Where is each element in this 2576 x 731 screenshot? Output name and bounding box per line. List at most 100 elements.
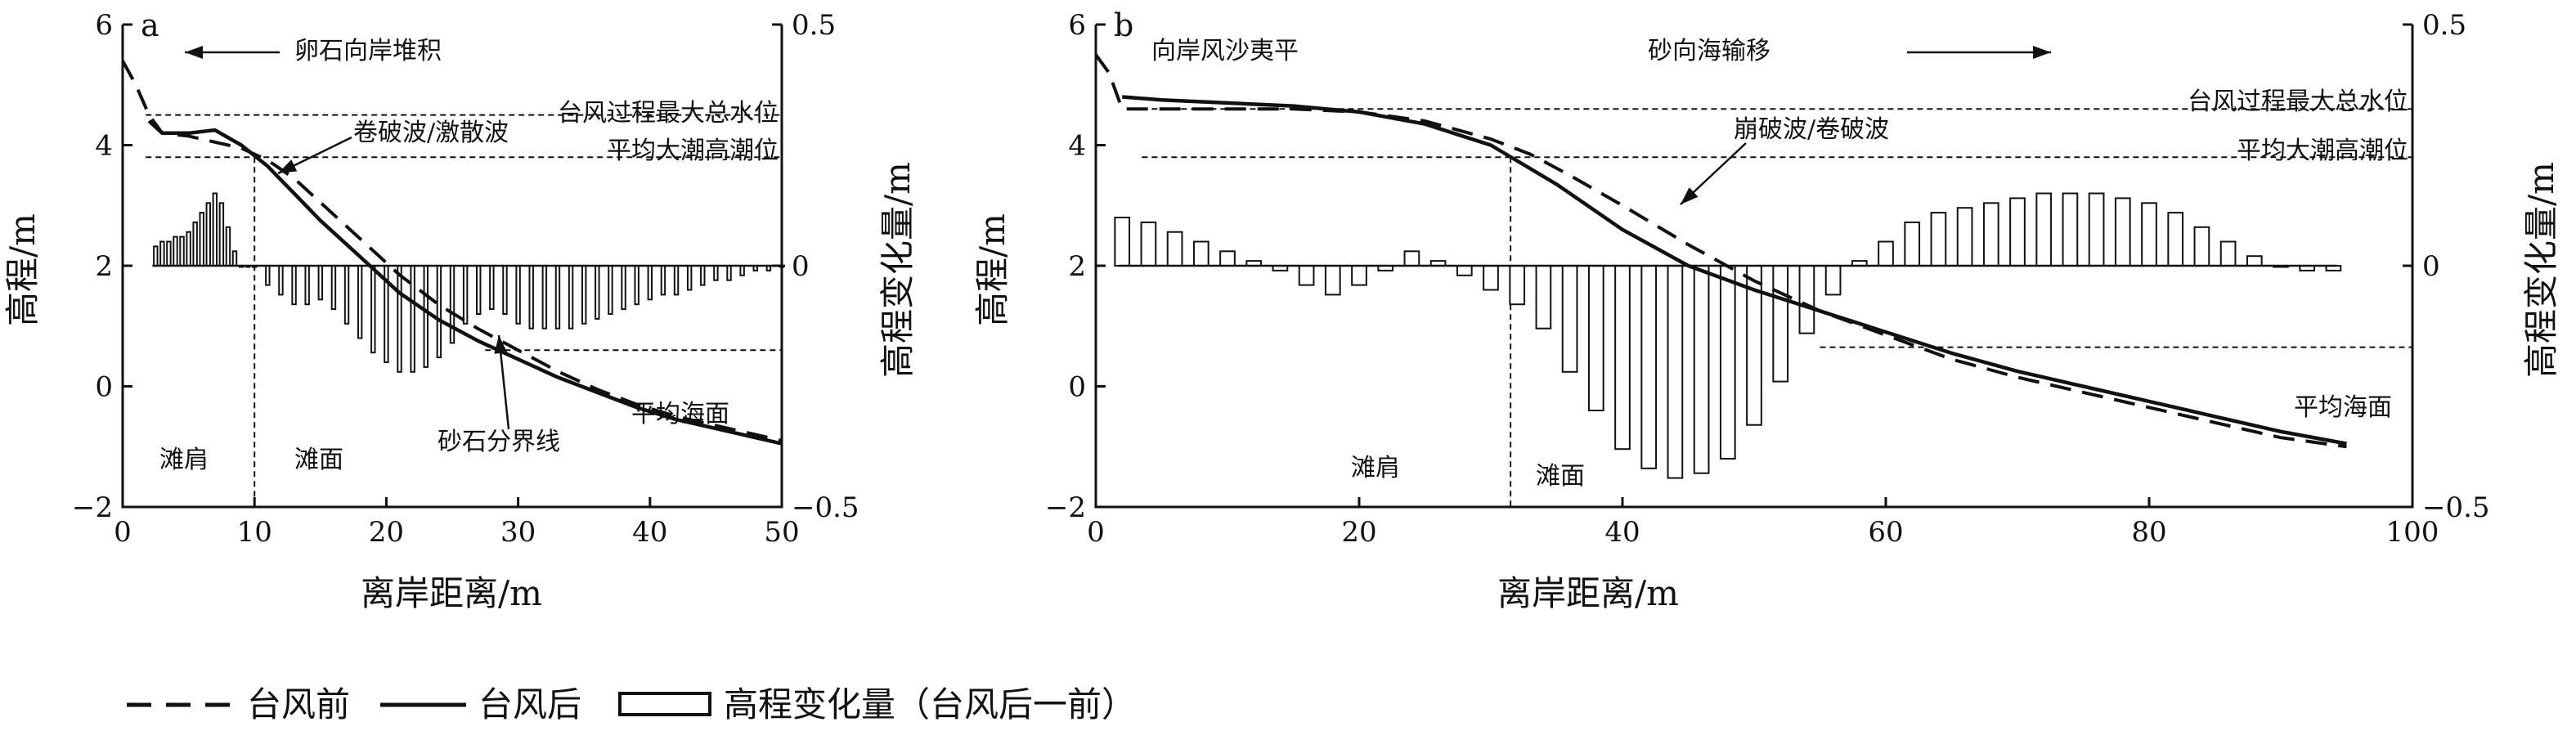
panel-a-xtick-label: 10 (237, 516, 272, 549)
legend-label-before: 台风前 (247, 684, 350, 724)
panel-b-change-bar (1772, 265, 1789, 383)
panel-b-change-bar (2141, 202, 2157, 267)
panel-a-xtick-label: 40 (632, 516, 667, 549)
panel-a-arrow-breaker-head (278, 159, 298, 173)
panel-a-ylabel-left: 高程/m (2, 213, 43, 326)
panel-a-change-bar (410, 265, 415, 373)
panel-b-anno-title-left: 向岸风沙夷平 (1151, 37, 1299, 65)
panel-b-ytick-left-label: 0 (1068, 371, 1086, 404)
panel-b-change-bar (1114, 217, 1131, 267)
panel-b-change-bar (2062, 192, 2079, 267)
panel-a-change-bar (541, 265, 548, 330)
panel-a-change-bar (192, 221, 198, 267)
panel-a-change-bar (291, 265, 297, 306)
panel-b-profile-before (1094, 53, 2347, 449)
panel-b-change-bar (1930, 212, 1947, 267)
panel-a-hline-label: 台风过程最大总水位 (558, 99, 779, 128)
panel-a-change-bar (225, 226, 231, 267)
panel-b-arrow-offshore-head (2033, 46, 2051, 59)
panel-a-change-bar (634, 265, 640, 306)
panel-b-change-bar (1693, 265, 1710, 474)
panel-b-change-bar (1640, 265, 1658, 469)
panel-b-xtick-label: 100 (2386, 516, 2439, 549)
panel-a-change-bar (278, 265, 284, 296)
panel-a-change-bar (647, 265, 653, 301)
panel-a-xtick-label: 50 (764, 516, 799, 549)
panel-b-zone-right: 滩面 (1536, 462, 1585, 491)
panel-a-profile-after (147, 119, 783, 446)
panel-a-change-bar (673, 265, 680, 296)
panel-a-change-bar (700, 265, 706, 286)
panel-a-ytick-right-label: 0.5 (792, 9, 836, 42)
panel-b-hline-label: 台风过程最大总水位 (2188, 87, 2408, 116)
panel-b-ylabel-left: 高程/m (972, 213, 1012, 326)
panel-b-change-bar (2193, 226, 2210, 267)
panel-b-xlabel: 离岸距离/m (1497, 573, 1679, 613)
panel-a-zone-left: 滩肩 (159, 446, 209, 474)
panel-b-change-bar (2167, 212, 2184, 267)
panel-a-anno-arrow-text: 卵石向岸堆积 (294, 37, 442, 65)
panel-a-change-bar (159, 240, 165, 267)
panel-b-ytick-left-label: 4 (1068, 130, 1086, 163)
panel-a-change-bar (621, 265, 626, 311)
panel-a-change-bar (212, 192, 218, 267)
panel-a-anno-boundary: 砂石分界线 (438, 428, 560, 456)
panel-a-ylabel-right: 高程变化量/m (877, 162, 918, 378)
panel-b-change-bar (1456, 265, 1473, 276)
panel-b-change-bar (1587, 265, 1604, 411)
panel-b-xtick-label: 80 (2131, 516, 2166, 549)
panel-b-xtick-label: 20 (1341, 516, 1376, 549)
panel-a-profile-before (121, 60, 783, 442)
panel-a-ytick-left-label: 6 (95, 9, 113, 42)
panel-a-change-bar (166, 240, 172, 267)
panel-a-ytick-left-label: 0 (95, 371, 113, 404)
panel-a: a 离岸距离/m 高程/m 高程变化量/m 卵石向岸堆积 卷破波/激散波 砂石分… (2, 7, 918, 613)
panel-b-change-bar (1483, 265, 1499, 291)
panel-a-change-bar (713, 265, 719, 281)
panel-b-letter: b (1114, 7, 1133, 43)
panel-b-xtick-label: 60 (1868, 516, 1903, 549)
panel-b-change-bar (2246, 255, 2263, 267)
panel-a-xtick-label: 0 (114, 516, 132, 549)
panel-a-change-bar (568, 265, 574, 330)
panel-a-change-bar (436, 265, 442, 359)
panel-a-change-bar (739, 265, 745, 276)
panel-b-change-bar (1166, 231, 1183, 267)
panel-b-change-bar (2219, 240, 2237, 267)
panel-b-change-bar (1904, 221, 1921, 267)
legend-swatch-bars (618, 692, 711, 716)
panel-b-ytick-left-label: 6 (1068, 9, 1086, 42)
panel-a-change-bar (173, 235, 178, 267)
panel-b-change-bar (2114, 197, 2131, 267)
panel-b-anno-arrow-text: 砂向海输移 (1648, 37, 1770, 65)
panel-b-change-bar (1535, 265, 1552, 330)
panel-a-change-bar (265, 265, 271, 286)
panel-a-change-bar (726, 265, 732, 281)
panel-a-letter: a (141, 7, 159, 43)
panel-a-xlabel: 离岸距离/m (361, 573, 542, 613)
panel-b-change-bar (2088, 192, 2105, 267)
panel-b-change-bar (2035, 192, 2053, 267)
panel-a-arrow-boundary-head (494, 335, 508, 354)
panel-a-hline-label: 平均海面 (631, 400, 729, 428)
panel-b-change-bar (1351, 265, 1367, 286)
panel-b-change-bar (1719, 265, 1736, 460)
panel-a-ytick-left-label: 4 (95, 130, 113, 163)
panel-a-change-bar (515, 265, 521, 325)
panel-a-change-bar (343, 265, 350, 325)
panel-a-change-bar (608, 265, 613, 315)
panel-a-change-bar (581, 265, 587, 325)
panel-a-change-bar (357, 265, 363, 339)
panel-a-ytick-right-label: −0.5 (792, 491, 859, 524)
legend: 台风前 台风后 高程变化量（台风后一前） (127, 684, 1136, 724)
panel-b-change-bar (1798, 265, 1815, 334)
panel-b-change-bar (1956, 207, 1973, 267)
panel-b-anno-breaker: 崩破波/卷破波 (1734, 115, 1889, 144)
panel-a-change-bar (554, 265, 561, 330)
panel-a-arrow-onshore-head (185, 46, 203, 59)
panel-a-xtick-label: 20 (369, 516, 404, 549)
panel-a-change-bar (186, 231, 191, 267)
panel-a-xtick-label: 30 (500, 516, 536, 549)
panel-b-change-bar (1298, 265, 1315, 286)
panel-a-change-bar (476, 265, 482, 315)
